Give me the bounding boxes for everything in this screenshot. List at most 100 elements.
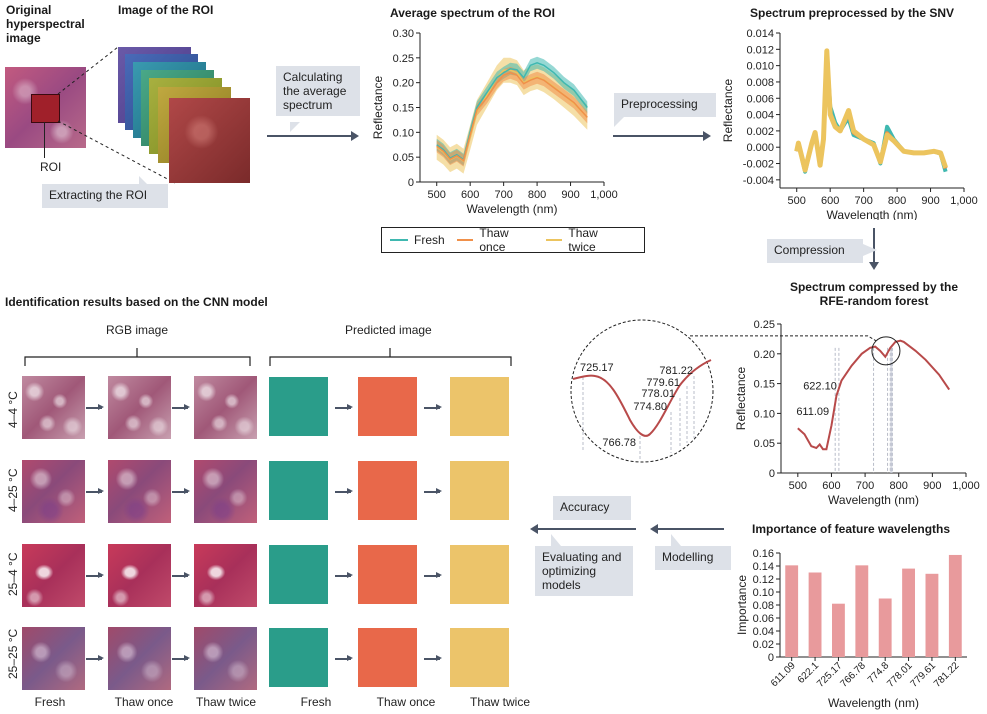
legend-label-fresh: Fresh — [414, 233, 445, 247]
y-tick-label: 0 — [768, 652, 774, 664]
y-tick-label: 0.08 — [753, 600, 774, 612]
x-tick-label: 1,000 — [590, 189, 618, 201]
average-spectrum-chart: 500 600 700 800 900 1,000 0 0.05 0.10 0.15 0.20 0.2… — [371, 28, 618, 216]
annotation-611-09: 611.09 — [796, 406, 829, 418]
importance-bar-chart: 00.020.040.060.080.100.120.140.16611.096… — [735, 548, 967, 710]
arrow-icon — [335, 655, 353, 661]
rgb-image-2 — [194, 460, 257, 523]
x-axis-label: Wavelength (nm) — [828, 696, 919, 710]
zoom-label-779-61: 779.61 — [646, 377, 680, 389]
roi-dashed-connectors — [57, 46, 176, 184]
y-tick-label: 0.16 — [753, 548, 774, 560]
x-axis-label: Wavelength (nm) — [827, 208, 918, 220]
y-tick-label: 0.02 — [753, 639, 774, 651]
x-tick-label: 900 — [561, 189, 579, 201]
y-axis-label: Reflectance — [721, 78, 735, 142]
bar-781-22 — [948, 554, 962, 657]
compressed-line — [797, 339, 951, 451]
predicted-image-0 — [269, 461, 328, 520]
line-thaw-once — [436, 71, 588, 162]
predicted-image-1 — [358, 461, 417, 520]
y-tick-label: 0.10 — [754, 408, 775, 420]
bar-774-8 — [878, 598, 892, 657]
calculating-average-callout: Calculating the average spectrum — [276, 66, 360, 132]
legend-swatch-fresh — [390, 239, 408, 241]
x-tick-label: 611.09 — [769, 660, 798, 689]
bar-725-17 — [832, 603, 845, 657]
rgb-image-1 — [108, 627, 171, 690]
legend-fresh: Fresh — [390, 233, 445, 247]
y-tick-label: 0.12 — [753, 574, 774, 586]
column-label: Thaw once — [376, 695, 436, 709]
chart3-title: Spectrum compressed by the RFE-random fo… — [789, 280, 959, 308]
predicted-image-1 — [358, 545, 417, 604]
chart1-title: Average spectrum of the ROI — [390, 6, 555, 20]
predicted-image-0 — [269, 377, 328, 436]
x-tick-label: 779.61 — [909, 660, 939, 690]
preprocessing-text: Preprocessing — [621, 97, 698, 111]
predicted-image-1 — [358, 377, 417, 436]
arrow-icon — [86, 404, 104, 410]
legend-thaw-once: Thaw once — [456, 226, 534, 254]
y-tick-label: 0.25 — [754, 319, 775, 331]
x-tick-label: 800 — [890, 480, 908, 492]
y-axis-label: Importance — [735, 575, 749, 635]
compression-callout: Compression — [767, 239, 877, 263]
rgb-image-0 — [22, 376, 85, 439]
zoom-label-766-78: 766.78 — [602, 437, 636, 449]
legend-swatch-thaw-twice — [545, 239, 563, 241]
x-tick-label: 600 — [461, 189, 479, 201]
line-thaw-once — [794, 48, 948, 173]
x-tick-label: 500 — [428, 189, 446, 201]
arrow-icon — [172, 655, 190, 661]
arrow-icon — [424, 488, 442, 494]
bar-622-1 — [808, 572, 822, 657]
x-tick-label: 700 — [494, 189, 512, 201]
roi-label: ROI — [40, 160, 62, 174]
annotation-622-10: 622.10 — [803, 381, 837, 393]
arrow-icon — [335, 404, 353, 410]
rgb-image-0 — [22, 544, 85, 607]
x-tick-label: 766.78 — [839, 660, 869, 690]
predicted-header: Predicted image — [345, 323, 432, 337]
zoom-label-725-17: 725.17 — [580, 362, 614, 374]
y-tick-label: -0.004 — [743, 175, 774, 187]
rgb-image-1 — [108, 460, 171, 523]
predicted-image-0 — [269, 628, 328, 687]
rgb-image-1 — [108, 376, 171, 439]
y-axis-label: Reflectance — [734, 366, 748, 430]
arrow-from-modelling — [650, 524, 724, 534]
legend-label-thaw-twice: Thaw twice — [568, 226, 598, 254]
y-tick-label: 0.012 — [746, 44, 774, 56]
predicted-image-0 — [269, 545, 328, 604]
predicted-image-1 — [358, 628, 417, 687]
rgb-header: RGB image — [106, 323, 169, 337]
rgb-image-2 — [194, 544, 257, 607]
x-tick-label: 778.01 — [885, 660, 915, 690]
y-axis-label: Reflectance — [371, 75, 385, 139]
y-tick-label: 0.30 — [393, 28, 414, 40]
x-tick-label: 781.22 — [932, 660, 962, 690]
legend-label-thaw-once: Thaw once — [479, 226, 509, 254]
preprocessing-callout: Preprocessing — [614, 93, 716, 127]
zoom-label-778-01: 778.01 — [641, 388, 675, 400]
y-tick-label: 0.20 — [393, 78, 414, 90]
chart1-legend: Fresh Thaw once Thaw twice — [381, 226, 645, 254]
chart2-title: Spectrum preprocessed by the SNV — [750, 6, 955, 20]
y-tick-label: -0.002 — [743, 159, 774, 171]
cnn-title: Identification results based on the CNN … — [5, 295, 268, 309]
arrow-icon — [86, 488, 104, 494]
arrow-icon — [172, 572, 190, 578]
arrow-icon — [424, 572, 442, 578]
y-tick-label: 0.04 — [753, 626, 774, 638]
roi-image-title: Image of the ROI — [118, 3, 214, 17]
x-tick-label: 500 — [788, 195, 806, 207]
feature-band — [890, 350, 893, 473]
group-brackets — [24, 348, 512, 366]
y-tick-label: 0.004 — [746, 110, 774, 122]
y-tick-label: 0 — [408, 177, 414, 189]
band-image-7 — [169, 98, 250, 183]
row-label: 25–4 °C — [6, 552, 20, 597]
y-tick-label: 0.05 — [754, 438, 775, 450]
bar-779-61 — [925, 573, 939, 657]
